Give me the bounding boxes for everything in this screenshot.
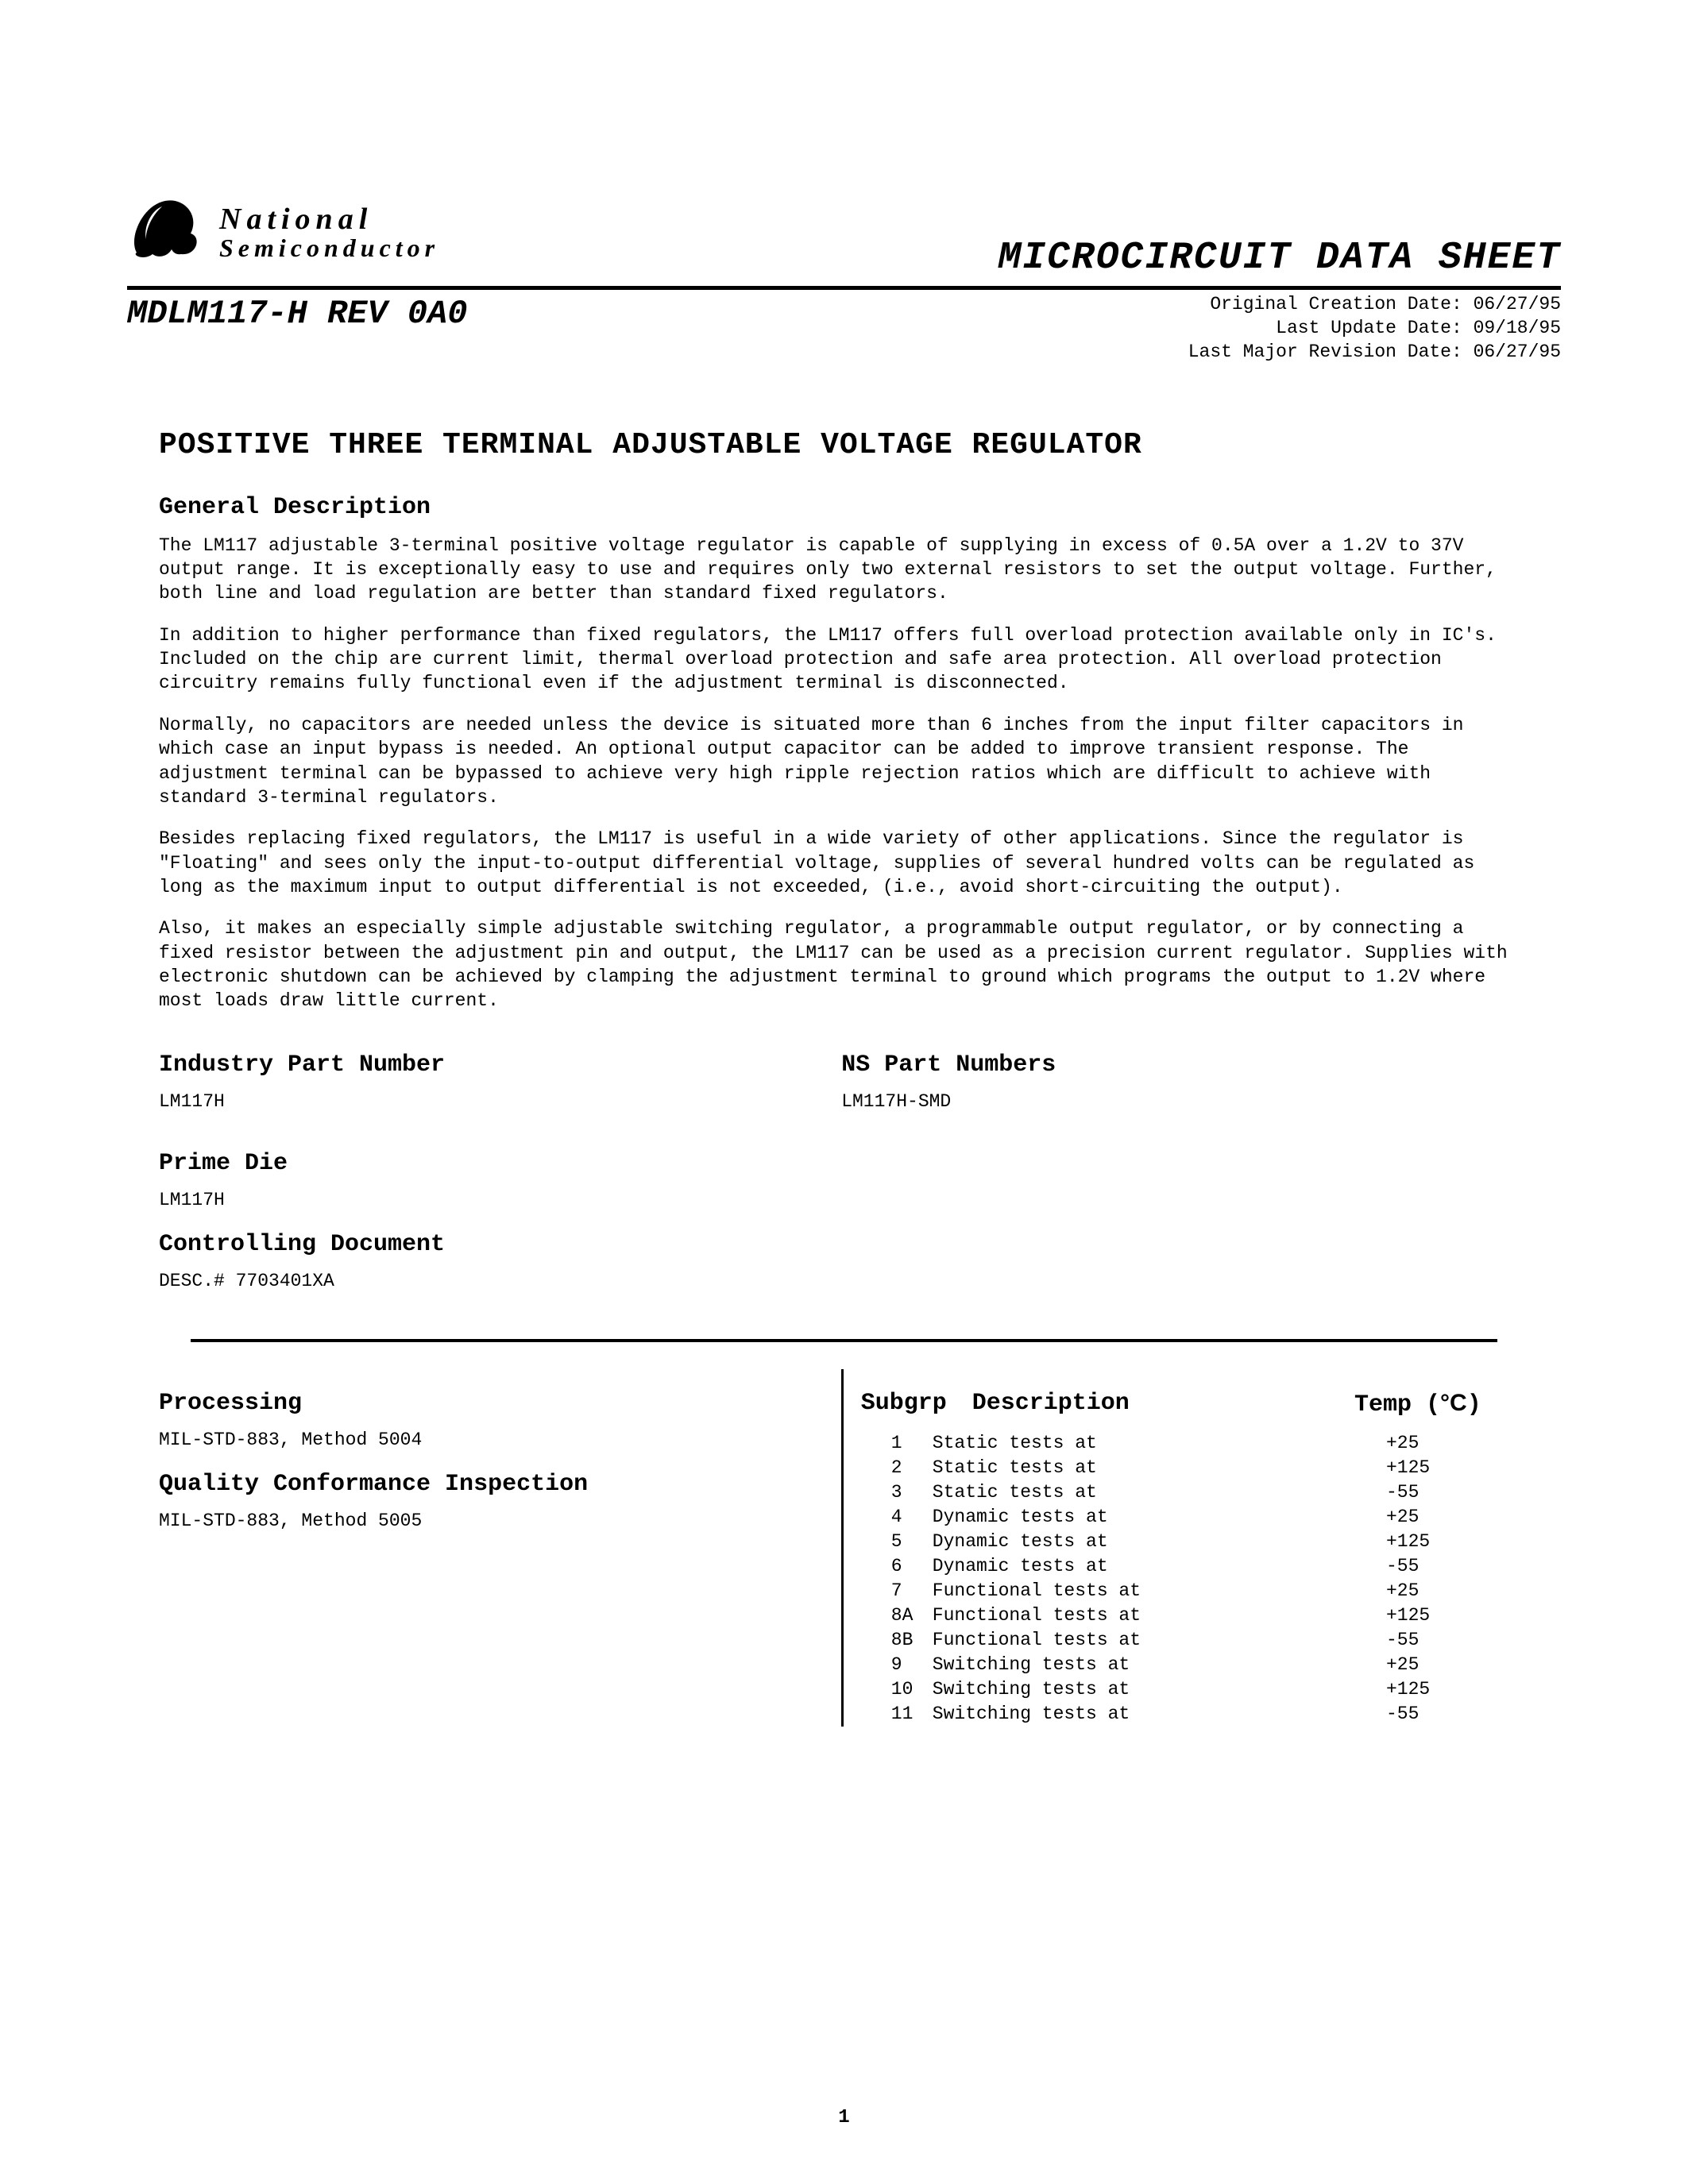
subgrp-temp: +25 xyxy=(1386,1579,1529,1603)
subgrp-temp: +25 xyxy=(1386,1431,1529,1456)
part-numbers-row: Industry Part Number LM117H NS Part Numb… xyxy=(159,1031,1529,1129)
logo-line-1: National xyxy=(219,204,439,236)
prime-die-value: LM117H xyxy=(159,1190,1529,1210)
industry-part-number-value: LM117H xyxy=(159,1091,794,1112)
subgrp-temp: +25 xyxy=(1386,1653,1529,1677)
general-description-para: The LM117 adjustable 3-terminal positive… xyxy=(159,534,1529,606)
subgrp-number: 2 xyxy=(861,1456,933,1480)
subgrp-table: Subgrp Description Temp (°C) 1Static tes… xyxy=(841,1369,1529,1727)
subgrp-number: 8A xyxy=(861,1603,933,1628)
subgrp-number: 1 xyxy=(861,1431,933,1456)
controlling-document-head: Controlling Document xyxy=(159,1231,1529,1258)
subgrp-row: 6Dynamic tests at-55 xyxy=(861,1554,1529,1579)
subgrp-row: 4Dynamic tests at+25 xyxy=(861,1505,1529,1530)
subgrp-rows-container: 1Static tests at+252Static tests at+1253… xyxy=(861,1431,1529,1727)
processing-value: MIL-STD-883, Method 5004 xyxy=(159,1430,794,1450)
content: POSITIVE THREE TERMINAL ADJUSTABLE VOLTA… xyxy=(127,428,1561,1727)
subgrp-number: 3 xyxy=(861,1480,933,1505)
general-description-para: Normally, no capacitors are needed unles… xyxy=(159,713,1529,809)
subgrp-col2-head: Description xyxy=(972,1390,1354,1418)
subgrp-temp: +125 xyxy=(1386,1677,1529,1702)
logo-line-2: Semiconductor xyxy=(219,235,439,262)
subgrp-temp: -55 xyxy=(1386,1480,1529,1505)
qci-value: MIL-STD-883, Method 5005 xyxy=(159,1511,794,1531)
subgrp-row: 11Switching tests at-55 xyxy=(861,1702,1529,1727)
national-semiconductor-logo-icon xyxy=(127,191,207,262)
ns-part-numbers-value: LM117H-SMD xyxy=(841,1091,1529,1112)
subgrp-number: 5 xyxy=(861,1530,933,1554)
prime-die-head: Prime Die xyxy=(159,1150,1529,1177)
subgrp-number: 6 xyxy=(861,1554,933,1579)
temp-label-suffix: ) xyxy=(1467,1391,1481,1418)
subgrp-number: 11 xyxy=(861,1702,933,1727)
subgrp-description: Dynamic tests at xyxy=(933,1505,1386,1530)
subgrp-row: 5Dynamic tests at+125 xyxy=(861,1530,1529,1554)
update-date: Last Update Date: 09/18/95 xyxy=(1188,317,1561,341)
subgrp-row: 7Functional tests at+25 xyxy=(861,1579,1529,1603)
processing-head: Processing xyxy=(159,1390,794,1417)
subgrp-description: Dynamic tests at xyxy=(933,1530,1386,1554)
subgrp-number: 7 xyxy=(861,1579,933,1603)
general-description-para: In addition to higher performance than f… xyxy=(159,623,1529,696)
subgrp-row: 3Static tests at-55 xyxy=(861,1480,1529,1505)
subgrp-col3-head: Temp (°C) xyxy=(1354,1390,1529,1418)
subgrp-table-header: Subgrp Description Temp (°C) xyxy=(861,1390,1529,1418)
header-row: MDLM117-H REV 0A0 Original Creation Date… xyxy=(127,293,1561,365)
page: National Semiconductor MICROCIRCUIT DATA… xyxy=(0,0,1688,2184)
subgrp-number: 10 xyxy=(861,1677,933,1702)
subgrp-row: 1Static tests at+25 xyxy=(861,1431,1529,1456)
subgrp-number: 8B xyxy=(861,1628,933,1653)
bottom-columns: Processing MIL-STD-883, Method 5004 Qual… xyxy=(159,1369,1529,1727)
temp-label-prefix: Temp ( xyxy=(1354,1391,1440,1418)
subgrp-temp: +125 xyxy=(1386,1456,1529,1480)
creation-date: Original Creation Date: 06/27/95 xyxy=(1188,293,1561,317)
subgrp-temp: +25 xyxy=(1386,1505,1529,1530)
subgrp-number: 4 xyxy=(861,1505,933,1530)
document-revision: MDLM117-H REV 0A0 xyxy=(127,295,467,333)
controlling-document-value: DESC.# 7703401XA xyxy=(159,1271,1529,1291)
subgrp-description: Static tests at xyxy=(933,1431,1386,1456)
subgrp-temp: +125 xyxy=(1386,1603,1529,1628)
subgrp-temp: -55 xyxy=(1386,1628,1529,1653)
general-description-para: Besides replacing fixed regulators, the … xyxy=(159,827,1529,899)
subgrp-temp: -55 xyxy=(1386,1554,1529,1579)
logo-text: National Semiconductor xyxy=(219,204,439,262)
subgrp-description: Functional tests at xyxy=(933,1603,1386,1628)
subgrp-temp: +125 xyxy=(1386,1530,1529,1554)
general-description-head: General Description xyxy=(159,494,1529,521)
bottom-left-column: Processing MIL-STD-883, Method 5004 Qual… xyxy=(159,1369,794,1727)
subgrp-row: 8AFunctional tests at+125 xyxy=(861,1603,1529,1628)
qci-head: Quality Conformance Inspection xyxy=(159,1471,794,1498)
page-number: 1 xyxy=(0,2107,1688,2128)
subgrp-row: 8BFunctional tests at-55 xyxy=(861,1628,1529,1653)
subgrp-description: Switching tests at xyxy=(933,1702,1386,1727)
subgrp-temp: -55 xyxy=(1386,1702,1529,1727)
industry-part-number-head: Industry Part Number xyxy=(159,1051,794,1078)
mid-divider xyxy=(191,1339,1497,1342)
subgrp-description: Switching tests at xyxy=(933,1653,1386,1677)
major-revision-date: Last Major Revision Date: 06/27/95 xyxy=(1188,341,1561,365)
header-divider xyxy=(127,286,1561,290)
main-title: POSITIVE THREE TERMINAL ADJUSTABLE VOLTA… xyxy=(159,428,1529,462)
subgrp-row: 9Switching tests at+25 xyxy=(861,1653,1529,1677)
temp-unit: °C xyxy=(1440,1390,1467,1416)
subgrp-row: 10Switching tests at+125 xyxy=(861,1677,1529,1702)
subgrp-description: Static tests at xyxy=(933,1456,1386,1480)
subgrp-description: Switching tests at xyxy=(933,1677,1386,1702)
subgrp-description: Functional tests at xyxy=(933,1579,1386,1603)
subgrp-col1-head: Subgrp xyxy=(861,1390,972,1418)
ns-part-numbers-head: NS Part Numbers xyxy=(841,1051,1529,1078)
subgrp-description: Functional tests at xyxy=(933,1628,1386,1653)
subgrp-description: Dynamic tests at xyxy=(933,1554,1386,1579)
general-description-para: Also, it makes an especially simple adju… xyxy=(159,916,1529,1013)
revision-dates: Original Creation Date: 06/27/95 Last Up… xyxy=(1188,293,1561,365)
subgrp-number: 9 xyxy=(861,1653,933,1677)
subgrp-description: Static tests at xyxy=(933,1480,1386,1505)
subgrp-row: 2Static tests at+125 xyxy=(861,1456,1529,1480)
